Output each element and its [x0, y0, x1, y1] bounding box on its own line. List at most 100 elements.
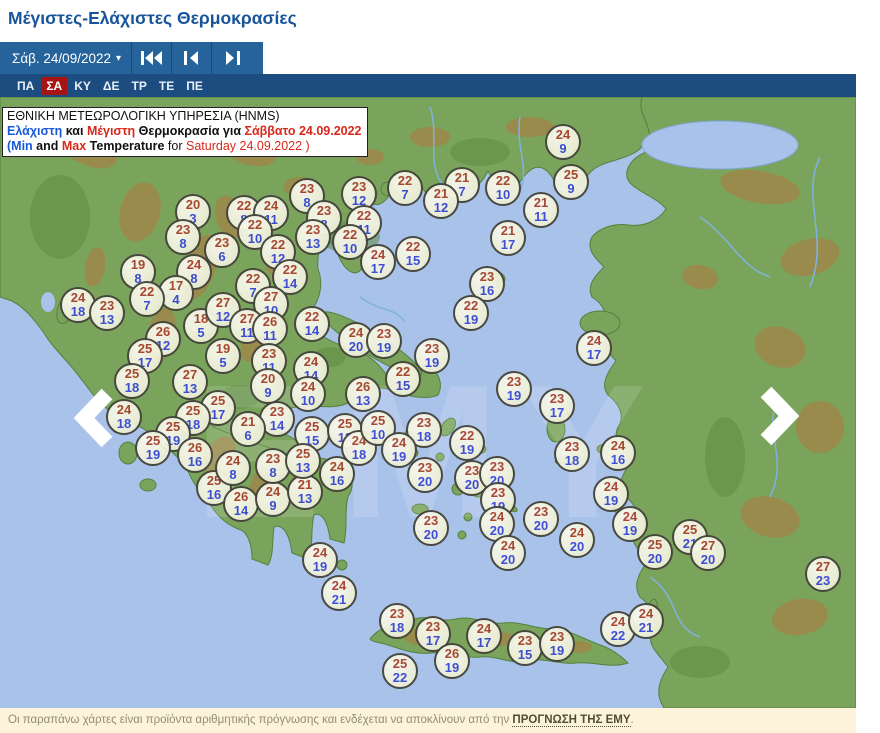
temp-bubble: 24 8	[215, 450, 251, 486]
max-temp: 22	[459, 428, 475, 443]
min-temp: 20	[489, 523, 505, 538]
step-forward-button[interactable]	[211, 42, 251, 74]
max-temp: 24	[186, 257, 202, 272]
forecast-link[interactable]: ΠΡΟΓΝΩΣΗ ΤΗΣ ΕΜΥ	[512, 714, 631, 727]
min-temp: 15	[395, 378, 411, 393]
max-temp: 22	[282, 262, 298, 277]
min-temp: 7	[458, 184, 466, 199]
temp-bubble: 23 13	[89, 295, 125, 331]
temp-bubble: 24 11	[253, 195, 289, 231]
max-temp: 27	[182, 367, 198, 382]
max-temp: 27	[263, 289, 279, 304]
max-temp: 23	[564, 439, 580, 454]
chevron-left-icon	[72, 388, 118, 453]
max-temp: 23	[423, 513, 439, 528]
temp-bubble: 21 12	[423, 183, 459, 219]
max-temp: 23	[489, 459, 505, 474]
max-temp: 25	[210, 393, 226, 408]
min-temp: 22	[392, 670, 408, 685]
max-temp: 23	[533, 504, 549, 519]
max-temp: 24	[265, 484, 281, 499]
temp-bubble: 23 6	[204, 232, 240, 268]
prev-map-arrow[interactable]	[72, 387, 118, 454]
max-temp: 22	[405, 239, 421, 254]
santorini	[457, 530, 467, 540]
min-temp: 5	[197, 325, 205, 340]
tab-ΚΥ[interactable]: ΚΥ	[74, 78, 91, 93]
max-temp: 24	[329, 459, 345, 474]
min-temp: 20	[533, 518, 549, 533]
min-temp: 19	[603, 493, 619, 508]
chevron-right-icon	[755, 386, 801, 451]
toolbar: Σάβ. 24/09/2022 ▾	[0, 42, 263, 74]
min-temp: 13	[99, 312, 115, 327]
min-temp: 23	[815, 573, 831, 588]
max-temp: 27	[700, 538, 716, 553]
temp-bubble: 26 14	[223, 486, 259, 522]
tab-ΠΑ[interactable]: ΠΑ	[17, 78, 35, 93]
max-temp: 22	[495, 173, 511, 188]
min-temp: 18	[416, 429, 432, 444]
max-temp: 24	[586, 333, 602, 348]
min-temp: 16	[479, 283, 495, 298]
min-temp: 18	[70, 304, 86, 319]
temp-bubble: 23 20	[413, 510, 449, 546]
tab-ΤΡ[interactable]: ΤΡ	[131, 78, 147, 93]
min-temp: 22	[610, 628, 626, 643]
min-temp: 19	[506, 388, 522, 403]
max-temp: 24	[569, 525, 585, 540]
max-temp: 17	[168, 278, 184, 293]
max-temp: 22	[356, 208, 372, 223]
temp-bubble: 25 9	[553, 164, 589, 200]
min-temp: 9	[559, 141, 567, 156]
max-temp: 23	[175, 222, 191, 237]
temp-bubble: 22 15	[395, 236, 431, 272]
min-temp: 17	[370, 261, 386, 276]
min-temp: 6	[244, 428, 252, 443]
max-temp: 24	[489, 509, 505, 524]
skip-first-icon	[140, 51, 163, 65]
temp-bubble: 27 23	[805, 556, 841, 592]
max-temp: 24	[312, 545, 328, 560]
temp-bubbles: 24 9 25 9 21 7 22 7 22 10 21 12 21 11 21 17 22 15 23 8 23 12 2…	[0, 97, 856, 708]
tab-ΤΕ[interactable]: ΤΕ	[158, 78, 175, 93]
max-temp: 23	[549, 391, 565, 406]
max-temp: 24	[348, 325, 364, 340]
min-temp: 11	[534, 209, 548, 224]
min-temp: 9	[567, 181, 575, 196]
min-temp: 18	[564, 453, 580, 468]
date-picker-button[interactable]: Σάβ. 24/09/2022 ▾	[0, 42, 131, 74]
tab-ΣΑ[interactable]: ΣΑ	[41, 76, 68, 95]
lake	[41, 292, 55, 312]
max-temp: 25	[337, 416, 353, 431]
min-temp: 8	[269, 465, 277, 480]
max-temp: 23	[490, 485, 506, 500]
min-temp: 16	[329, 473, 345, 488]
tab-ΠΕ[interactable]: ΠΕ	[186, 78, 203, 93]
temp-bubble: 23 17	[539, 388, 575, 424]
max-temp: 24	[331, 578, 347, 593]
max-temp: 25	[185, 403, 201, 418]
page-title: Μέγιστες-Ελάχιστες Θερμοκρασίες	[8, 8, 297, 28]
next-map-arrow[interactable]	[755, 385, 801, 452]
skip-first-button[interactable]	[131, 42, 171, 74]
step-back-button[interactable]	[171, 42, 211, 74]
max-temp: 23	[316, 203, 332, 218]
min-temp: 17	[425, 633, 441, 648]
max-temp: 23	[214, 235, 230, 250]
tab-ΔΕ[interactable]: ΔΕ	[102, 78, 120, 93]
min-temp: 16	[187, 454, 203, 469]
temp-bubble: 23 16	[469, 266, 505, 302]
min-temp: 14	[282, 276, 298, 291]
min-temp: 7	[143, 298, 151, 313]
min-temp: 14	[233, 503, 249, 518]
min-temp: 18	[124, 380, 140, 395]
min-temp: 8	[303, 195, 311, 210]
max-temp: 26	[444, 646, 460, 661]
temp-bubble: 19 5	[205, 338, 241, 374]
max-temp: 23	[424, 341, 440, 356]
temp-bubble: 24 16	[600, 435, 636, 471]
min-temp: 4	[172, 292, 180, 307]
